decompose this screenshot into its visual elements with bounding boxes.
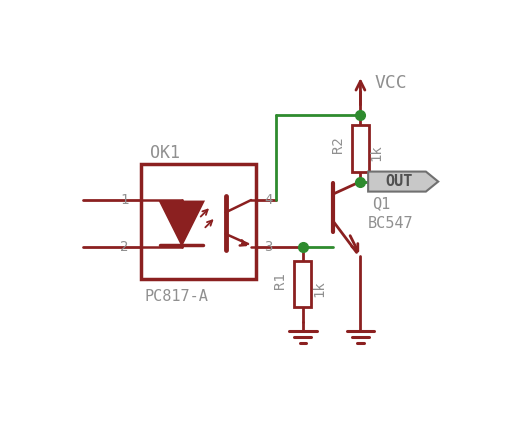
Text: R1: R1 bbox=[273, 272, 287, 289]
Text: 3: 3 bbox=[264, 240, 272, 254]
Text: Q1: Q1 bbox=[372, 197, 390, 211]
Polygon shape bbox=[368, 172, 438, 192]
Text: R2: R2 bbox=[331, 136, 345, 153]
Text: OK1: OK1 bbox=[150, 144, 180, 162]
Polygon shape bbox=[160, 202, 203, 245]
Text: 1: 1 bbox=[120, 193, 128, 207]
Bar bbox=[294, 261, 311, 307]
Text: VCC: VCC bbox=[375, 74, 407, 92]
Text: 1k: 1k bbox=[312, 280, 326, 297]
Bar bbox=[141, 164, 256, 280]
Text: 1k: 1k bbox=[370, 144, 384, 161]
Text: 2: 2 bbox=[120, 240, 128, 254]
Text: OUT: OUT bbox=[386, 174, 413, 189]
Text: 4: 4 bbox=[264, 193, 272, 207]
Text: BC547: BC547 bbox=[368, 216, 414, 231]
Bar bbox=[352, 125, 369, 172]
Text: PC817-A: PC817-A bbox=[145, 289, 209, 304]
